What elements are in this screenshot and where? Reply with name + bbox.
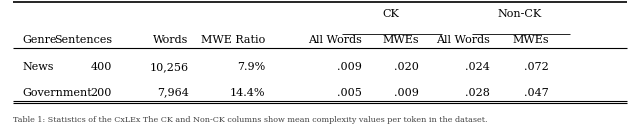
Text: 400: 400 [91,62,112,72]
Text: Sentences: Sentences [54,35,112,45]
Text: Genre: Genre [22,35,57,45]
Text: .047: .047 [524,88,549,98]
Text: .009: .009 [337,62,362,72]
Text: Table 1: Statistics of the CxLEx The CK and Non-CK columns show mean complexity : Table 1: Statistics of the CxLEx The CK … [13,116,487,124]
Text: 7,964: 7,964 [157,88,189,98]
Text: 200: 200 [91,88,112,98]
Text: All Words: All Words [308,35,362,45]
Text: 14.4%: 14.4% [230,88,266,98]
Text: 10,256: 10,256 [150,62,189,72]
Text: News: News [22,62,54,72]
Text: MWE Ratio: MWE Ratio [202,35,266,45]
Text: .005: .005 [337,88,362,98]
Text: Government: Government [22,88,92,98]
Text: MWEs: MWEs [383,35,419,45]
Text: Non-CK: Non-CK [497,9,542,19]
Text: All Words: All Words [436,35,490,45]
Text: .020: .020 [394,62,419,72]
Text: .009: .009 [394,88,419,98]
Text: .072: .072 [524,62,549,72]
Text: Words: Words [154,35,189,45]
Text: 7.9%: 7.9% [237,62,266,72]
Text: .024: .024 [465,62,490,72]
Text: CK: CK [382,9,399,19]
Text: MWEs: MWEs [513,35,549,45]
Text: .028: .028 [465,88,490,98]
